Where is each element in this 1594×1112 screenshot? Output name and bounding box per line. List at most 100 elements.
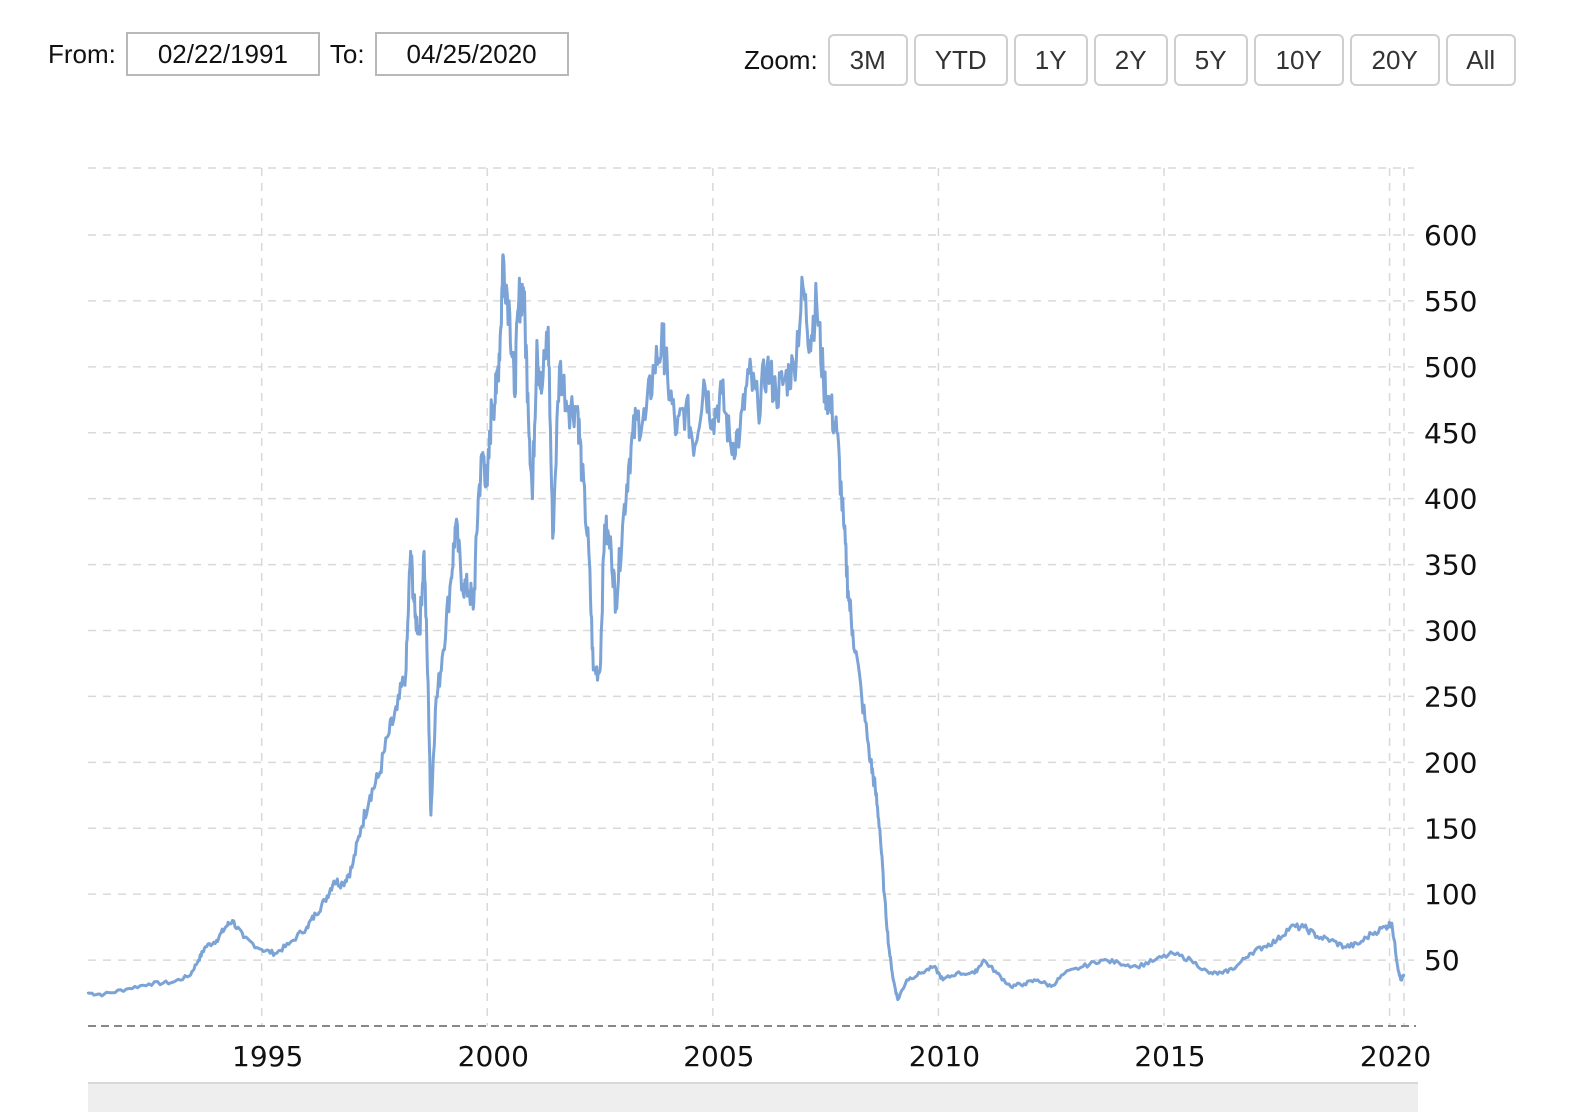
data-point xyxy=(305,925,308,929)
zoom-label: Zoom: xyxy=(744,44,818,75)
to-date-input[interactable] xyxy=(374,32,569,76)
data-point xyxy=(341,882,345,885)
zoom-2y-button[interactable]: 2Y xyxy=(1093,34,1168,86)
data-point xyxy=(666,378,669,382)
from-date-input[interactable] xyxy=(125,32,320,76)
data-point xyxy=(1302,925,1306,929)
x-tick-label: 2000 xyxy=(458,1040,529,1073)
zoom-3m-button[interactable]: 3M xyxy=(827,34,908,86)
data-point xyxy=(887,945,890,949)
data-point xyxy=(1063,972,1066,975)
data-point xyxy=(287,943,290,946)
data-point xyxy=(368,794,372,797)
data-point xyxy=(878,827,881,830)
data-point xyxy=(454,523,457,527)
data-point xyxy=(260,948,263,951)
y-tick-label: 500 xyxy=(1424,351,1477,384)
data-point xyxy=(450,576,453,579)
data-point xyxy=(409,550,412,553)
zoom-all-button[interactable]: All xyxy=(1445,34,1516,86)
data-point xyxy=(603,523,606,527)
data-point xyxy=(377,774,381,777)
data-point xyxy=(847,589,850,593)
data-point xyxy=(1399,978,1403,982)
data-point xyxy=(513,392,516,395)
data-point xyxy=(1153,958,1157,962)
data-point xyxy=(242,936,245,939)
data-point xyxy=(332,879,336,883)
data-point xyxy=(941,978,945,982)
data-point xyxy=(598,668,602,672)
data-point xyxy=(860,695,863,698)
data-point xyxy=(170,981,173,984)
data-point xyxy=(919,972,922,975)
data-point xyxy=(404,668,408,672)
data-point xyxy=(224,925,227,929)
data-point xyxy=(576,405,579,408)
from-label: From: xyxy=(48,38,116,69)
navigator-scrollbar[interactable] xyxy=(88,1082,1418,1112)
y-tick-label: 300 xyxy=(1424,615,1477,648)
data-point xyxy=(1248,952,1251,955)
data-point xyxy=(628,457,631,461)
data-point xyxy=(851,629,854,632)
data-point xyxy=(125,987,128,991)
y-tick-label: 550 xyxy=(1424,285,1477,318)
data-point xyxy=(896,998,899,1001)
data-point xyxy=(359,827,363,830)
data-point xyxy=(1356,943,1360,946)
data-point xyxy=(828,405,832,408)
data-point xyxy=(274,952,277,955)
y-tick-label: 200 xyxy=(1424,746,1477,779)
data-point xyxy=(614,602,617,606)
data-point xyxy=(188,974,191,978)
data-point xyxy=(422,550,426,553)
data-point xyxy=(892,978,895,982)
x-tick-label: 2020 xyxy=(1360,1040,1431,1073)
data-point xyxy=(644,418,647,421)
data-point xyxy=(197,958,200,962)
data-point xyxy=(1390,922,1394,925)
data-point xyxy=(486,484,489,487)
data-point xyxy=(102,993,106,996)
data-point xyxy=(1189,958,1193,962)
x-tick-label: 1995 xyxy=(232,1040,303,1073)
data-point xyxy=(551,537,554,540)
zoom-selector: Zoom: 3M YTD 1Y 2Y 5Y 10Y 20Y All xyxy=(744,34,1522,86)
data-point xyxy=(1370,932,1373,935)
zoom-10y-button[interactable]: 10Y xyxy=(1253,34,1344,86)
data-point xyxy=(499,326,502,329)
data-point xyxy=(1171,952,1175,955)
data-point xyxy=(501,253,505,256)
y-tick-label: 50 xyxy=(1424,944,1460,977)
zoom-ytd-button[interactable]: YTD xyxy=(913,34,1008,86)
data-point xyxy=(1235,965,1238,968)
data-point xyxy=(1036,978,1039,982)
data-point xyxy=(765,365,769,368)
data-point xyxy=(711,418,714,421)
zoom-5y-button[interactable]: 5Y xyxy=(1173,34,1248,86)
data-point xyxy=(634,418,638,421)
data-point xyxy=(756,405,760,408)
data-point xyxy=(517,299,520,303)
data-point xyxy=(1383,925,1387,929)
data-point xyxy=(395,708,399,711)
data-point xyxy=(490,405,493,408)
zoom-1y-button[interactable]: 1Y xyxy=(1013,34,1088,86)
data-point xyxy=(204,945,207,949)
y-tick-label: 150 xyxy=(1424,812,1477,845)
data-point xyxy=(477,497,480,500)
y-tick-label: 350 xyxy=(1424,549,1477,582)
data-point xyxy=(883,893,886,896)
data-point xyxy=(547,326,550,329)
to-label: To: xyxy=(329,38,365,69)
data-point xyxy=(526,392,530,395)
data-point xyxy=(869,761,872,764)
date-range-selector: From: To: xyxy=(48,32,569,76)
data-point xyxy=(955,972,958,975)
data-point xyxy=(323,899,327,902)
zoom-20y-button[interactable]: 20Y xyxy=(1349,34,1440,86)
data-point xyxy=(481,451,484,454)
data-point xyxy=(874,787,877,790)
data-point xyxy=(434,708,437,711)
